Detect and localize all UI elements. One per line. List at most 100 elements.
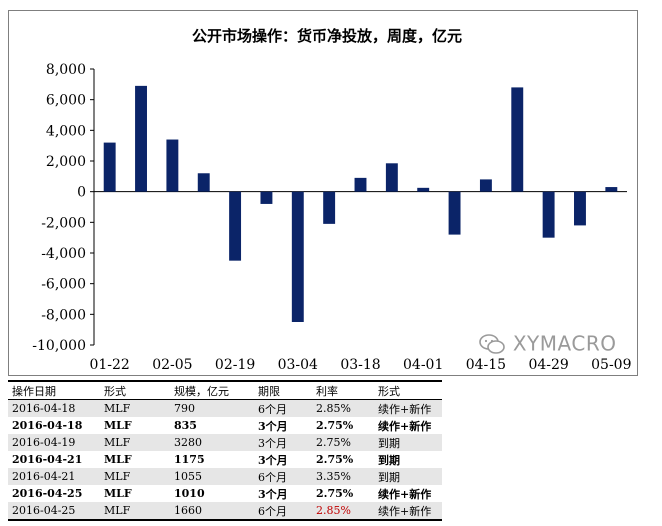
bar [135,85,147,192]
wechat-icon [479,333,505,354]
y-tick-label: -10,000 [32,338,86,354]
y-axis-ticks: 8,000 6,000 4,000 2,000 0 -2,000 -4,000 -6,000 -… [32,62,94,354]
y-tick-label: 8,000 [46,62,86,78]
cell-type: 到期 [378,453,400,467]
x-tick-label: 04-29 [528,357,568,373]
bar [605,187,618,192]
cell-term: 6个月 [254,502,312,521]
cell-scale: 1660 [170,502,254,521]
bar [542,191,555,238]
cell-rate: 2.75% [316,419,354,432]
y-tick-label: 6,000 [46,93,86,109]
cell-type: 续作+新作 [378,487,432,501]
cell-form: MLF [100,434,170,451]
cell-scale: 1055 [170,468,254,485]
cell-scale: 790 [170,399,254,417]
x-tick-label: 05-09 [591,357,631,373]
bar [385,163,398,192]
x-tick-label: 02-05 [152,357,192,373]
cell-form: MLF [104,487,132,500]
cell-term: 3个月 [258,453,288,467]
x-axis-ticks: 01-22 02-05 02-19 03-04 03-18 04-01 04-15 04-29… [89,357,631,373]
bar [417,187,430,192]
cell-rate: 2.75% [316,487,354,500]
header-date: 操作日期 [8,380,100,400]
bar [354,177,367,192]
cell-type: 续作+新作 [374,502,442,521]
x-tick-label: 03-18 [340,357,380,373]
cell-term: 3个月 [254,434,312,451]
header-scale: 规模，亿元 [170,380,254,400]
x-tick-label: 04-15 [466,357,506,373]
header-term: 期限 [254,380,312,400]
x-tick-label: 03-04 [278,357,318,373]
cell-rate: 2.75% [316,453,354,466]
table-row: 2016-04-18 MLF 835 3个月 2.75% 续作+新作 [8,417,442,434]
table-row: 2016-04-21 MLF 1175 3个月 2.75% 到期 [8,451,442,468]
cell-type: 续作+新作 [378,419,432,433]
bar-series [103,85,618,322]
cell-scale: 1175 [174,453,205,466]
cell-form: MLF [100,468,170,485]
operations-table: 操作日期 形式 规模，亿元 期限 利率 形式 2016-04-18 MLF 790 6… [8,380,442,521]
y-tick-label: 0 [77,185,86,201]
header-rate: 利率 [312,380,374,400]
bar [574,191,586,226]
bar [448,191,461,235]
table-row: 2016-04-21 MLF 1055 6个月 3.35% 到期 [8,468,442,485]
cell-date: 2016-04-18 [12,419,83,432]
bar-chart: 公开市场操作：货币净投放，周度，亿元 8,000 6,000 4,000 2,000 0… [32,27,631,373]
cell-form: MLF [100,399,170,417]
y-tick-label: -4,000 [41,246,86,262]
x-tick-label: 01-22 [89,357,129,373]
table-row: 2016-04-19 MLF 3280 3个月 2.75% 到期 [8,434,442,451]
cell-date: 2016-04-18 [8,399,100,417]
watermark-text: XYMACRO [512,331,617,356]
cell-rate: 2.85% [312,399,374,417]
bar [479,179,492,192]
table-row: 2016-04-25 MLF 1660 6个月 2.85% 续作+新作 [8,502,442,521]
cell-date: 2016-04-21 [8,468,100,485]
table-header-row: 操作日期 形式 规模，亿元 期限 利率 形式 [8,380,442,400]
cell-date: 2016-04-25 [12,487,83,500]
chart-frame: 公开市场操作：货币净投放，周度，亿元 8,000 6,000 4,000 2,000 0… [8,10,638,376]
cell-type: 到期 [374,434,442,451]
cell-scale: 3280 [170,434,254,451]
cell-scale: 1010 [174,487,205,500]
table-row: 2016-04-18 MLF 790 6个月 2.85% 续作+新作 [8,399,442,417]
watermark: XYMACRO [478,330,638,360]
cell-form: MLF [100,502,170,521]
bar [197,173,210,192]
cell-date: 2016-04-19 [8,434,100,451]
cell-date: 2016-04-25 [8,502,100,521]
y-tick-label: -6,000 [41,277,86,293]
bar [323,191,336,224]
table-body: 2016-04-18 MLF 790 6个月 2.85% 续作+新作 2016-04-18 M… [8,399,442,521]
cell-term: 6个月 [254,399,312,417]
cell-form: MLF [104,453,132,466]
cell-type: 续作+新作 [374,399,442,417]
cell-date: 2016-04-21 [12,453,83,466]
table-row: 2016-04-25 MLF 1010 3个月 2.75% 续作+新作 [8,485,442,502]
header-form: 形式 [100,380,170,400]
cell-form: MLF [104,419,132,432]
cell-term: 6个月 [254,468,312,485]
cell-type: 到期 [374,468,442,485]
cell-term: 3个月 [258,487,288,501]
bar [291,191,304,322]
bar [103,142,116,192]
x-tick-label: 02-19 [215,357,255,373]
y-tick-label: 2,000 [46,154,86,170]
y-tick-label: 4,000 [46,123,86,139]
bar [511,87,524,192]
chart-title: 公开市场操作：货币净投放，周度，亿元 [192,27,462,45]
x-tick-label: 04-01 [403,357,443,373]
bar [229,191,242,261]
cell-term: 3个月 [258,419,288,433]
y-tick-label: -8,000 [41,307,86,323]
cell-rate: 3.35% [312,468,374,485]
cell-rate: 2.85% [312,502,374,521]
cell-rate: 2.75% [312,434,374,451]
y-tick-label: -2,000 [41,215,86,231]
bar [260,191,273,204]
